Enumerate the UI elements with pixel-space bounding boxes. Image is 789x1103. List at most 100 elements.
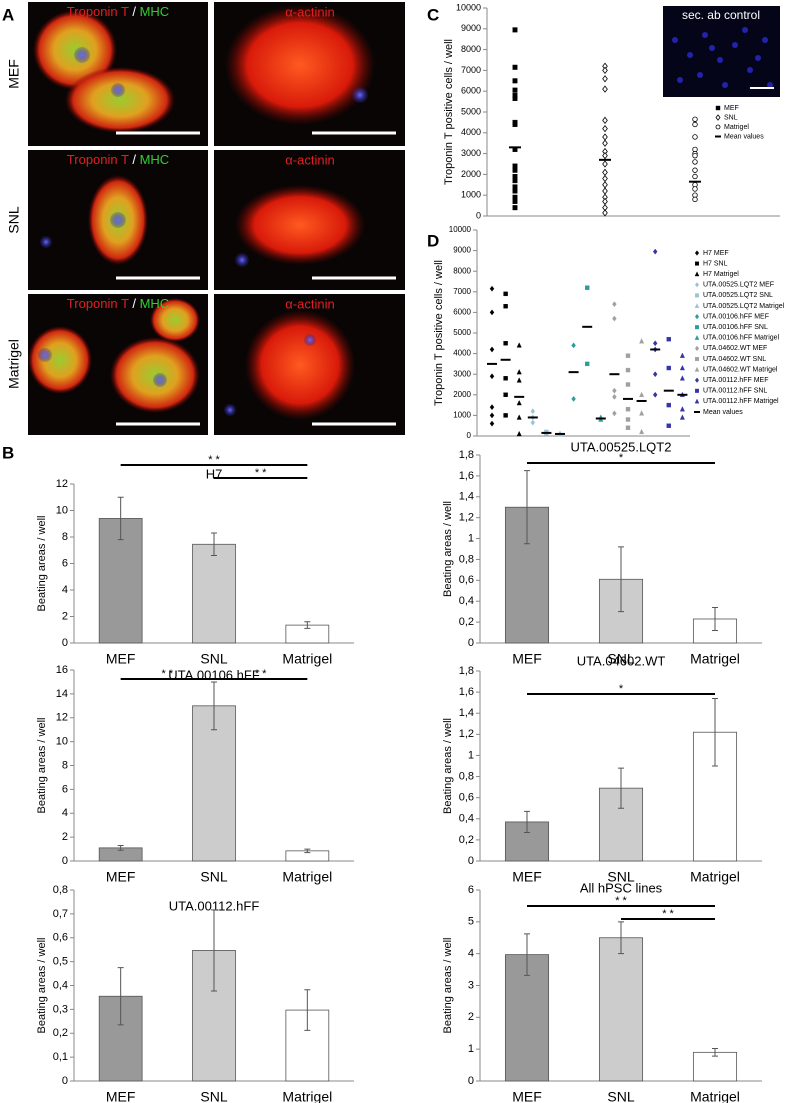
x-tick-label: MEF (512, 651, 542, 667)
nucleus (352, 87, 368, 103)
data-point (692, 159, 698, 165)
legend-label: H7 MEF (703, 250, 729, 257)
chart-title: UTA.00112.hFF (169, 898, 260, 913)
significance-label: * * (255, 467, 267, 479)
y-tick-label: 1,8 (459, 449, 474, 461)
y-tick-label: 0,4 (459, 813, 474, 825)
x-tick-label: SNL (607, 869, 634, 885)
legend-marker (694, 366, 700, 372)
data-point (512, 27, 518, 33)
x-tick-label: Matrigel (690, 869, 740, 885)
legend-label: UTA.00112.hFF MEF (703, 377, 768, 384)
legend-label: Mean values (724, 133, 764, 140)
data-point (602, 209, 608, 217)
y-tick-label: 0 (467, 431, 472, 440)
y-tick-label: 0 (468, 637, 474, 649)
y-tick-label: 4 (62, 807, 68, 819)
error-bar (524, 470, 530, 545)
y-tick-label: 3000 (461, 148, 481, 158)
legend-label: UTA.00106.hFF SNL (703, 324, 768, 331)
legend-marker (715, 124, 721, 130)
data-point (489, 404, 495, 411)
legend-label: UTA.00525.LQT2 MEF (703, 282, 774, 289)
y-tick-label: 1 (468, 532, 474, 544)
cell (65, 67, 175, 133)
panel-label: D (427, 231, 439, 250)
data-point (666, 336, 671, 342)
legend-marker (694, 271, 700, 277)
data-point (602, 160, 608, 168)
bar (598, 937, 644, 1082)
data-point (602, 174, 608, 183)
data-point (692, 196, 698, 203)
y-axis-label: Beating areas / well (442, 718, 454, 814)
error-bar (117, 967, 124, 1026)
error-bar (117, 496, 124, 541)
y-tick-label: 1,8 (459, 665, 474, 677)
row-label: SNL (6, 206, 22, 233)
x-tick-label: Matrigel (282, 869, 332, 885)
row-label: Matrigel (6, 339, 22, 389)
data-point (652, 248, 658, 255)
data-point (679, 364, 685, 371)
control-nuclei (672, 27, 773, 88)
y-axis-label: Beating areas / well (442, 501, 454, 597)
y-tick-label: 1000 (453, 411, 471, 420)
y-tick-label: 7000 (461, 65, 481, 75)
legend-label: SNL (724, 114, 738, 121)
y-axis-label: Beating areas / well (36, 718, 48, 814)
y-tick-label: 0 (62, 1075, 68, 1087)
legend-marker (695, 293, 700, 298)
data-point (602, 133, 608, 141)
x-tick-label: MEF (512, 869, 542, 885)
error-bar (304, 848, 311, 854)
data-point (692, 116, 698, 122)
data-point (692, 186, 698, 192)
y-tick-label: 5 (468, 916, 474, 928)
data-point (512, 163, 518, 169)
legend-label: UTA.00106.hFF Matrigel (703, 335, 780, 342)
bar (192, 543, 236, 644)
y-axis-label: Troponin T positive cells / well (433, 260, 445, 406)
data-point (512, 87, 518, 93)
cell (245, 310, 355, 420)
y-tick-label: 0,5 (53, 956, 68, 968)
data-point (625, 382, 631, 387)
y-tick-label: 0,3 (53, 1003, 68, 1015)
data-point (571, 342, 576, 349)
legend-label: H7 Matrigel (703, 271, 739, 278)
data-point (652, 391, 658, 398)
cell (150, 298, 200, 342)
significance-label: * * (615, 895, 627, 907)
y-tick-label: 0,2 (459, 616, 474, 628)
legend-label: UTA.00525.LQT2 SNL (703, 292, 773, 299)
chart-title: H7 (206, 466, 223, 481)
y-tick-label: 0 (62, 637, 68, 649)
data-point (489, 373, 495, 380)
chart-title: UTA.00106.hFF (168, 667, 260, 682)
legend-marker (694, 398, 700, 404)
data-point (639, 410, 645, 416)
y-tick-label: 2 (62, 610, 68, 622)
panel-label: B (2, 443, 14, 462)
data-point (639, 391, 645, 397)
stain-label: α-actinin (285, 152, 334, 167)
x-tick-label: MEF (106, 1089, 136, 1103)
significance-label: * * (208, 454, 220, 466)
data-point (625, 425, 631, 430)
cell (33, 10, 117, 90)
data-point (512, 188, 518, 194)
y-tick-label: 1 (468, 1043, 474, 1055)
y-tick-label: 12 (56, 478, 68, 490)
x-tick-label: SNL (607, 651, 634, 667)
data-point (612, 301, 617, 308)
error-bar (304, 621, 311, 629)
data-point (692, 167, 698, 173)
x-tick-label: Matrigel (690, 1089, 740, 1103)
chart-title: All hPSC lines (580, 880, 663, 895)
y-tick-label: 0,6 (53, 932, 68, 944)
data-point (516, 414, 522, 420)
x-tick-label: Matrigel (690, 651, 740, 667)
y-tick-label: 0,1 (53, 1051, 68, 1063)
micrographs: Troponin T / MHC Troponin T / MHC Tropon… (6, 2, 780, 435)
